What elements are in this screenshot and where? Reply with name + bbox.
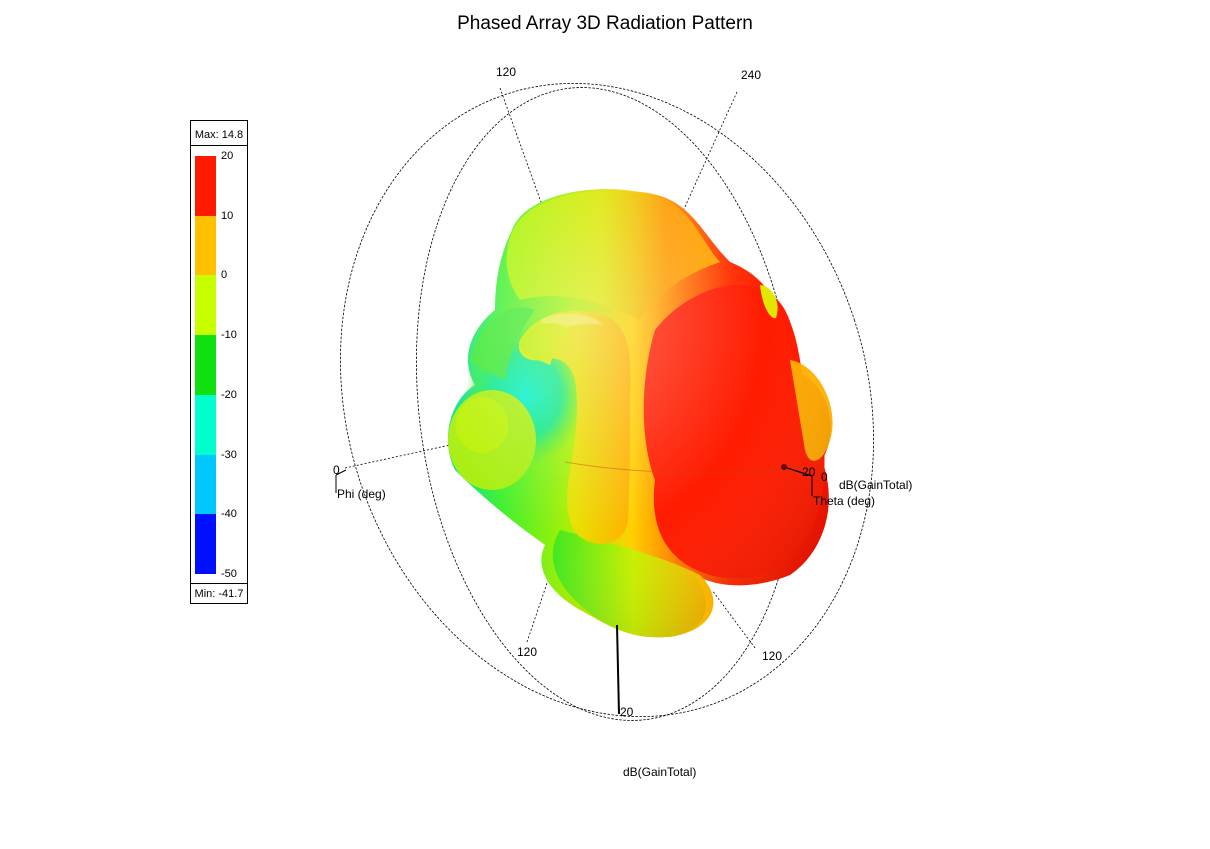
label-theta-0: 0 (821, 470, 828, 484)
gain-axis-title-bottom: dB(GainTotal) (623, 765, 696, 779)
colorbar-tick-label: 0 (221, 269, 228, 282)
colorbar-swatch (195, 335, 216, 396)
label-20-right: 20 (802, 465, 816, 479)
theta-axis-title: Theta (deg) (813, 494, 875, 508)
colorbar-swatch (195, 215, 216, 276)
gain-axis-title-right: dB(GainTotal) (839, 478, 912, 492)
label-120-bottom-right: 120 (762, 649, 782, 663)
axis-lines (335, 466, 813, 715)
colorbar-swatch (195, 514, 216, 575)
chart-title: Phased Array 3D Radiation Pattern (457, 13, 753, 34)
label-120-top: 120 (496, 65, 516, 79)
colorbar (195, 156, 216, 575)
label-20-bottom: 20 (620, 705, 634, 719)
colorbar-tick-label: -40 (221, 508, 237, 521)
colorbar-tick-label: -30 (221, 448, 237, 461)
colorbar-legend: Max: 14.8 20 10 0 -10 -20 -30 -40 -50 Min: -41.… (190, 120, 248, 604)
legend-min-label: Min: -41.7 (191, 583, 247, 604)
colorbar-swatch (195, 454, 216, 515)
colorbar-tick-label: -10 (221, 329, 237, 342)
colorbar-swatch (195, 275, 216, 336)
colorbar-tick-label: -20 (221, 388, 237, 401)
radiation-pattern-surface (447, 189, 833, 638)
label-120-bottom-left: 120 (517, 645, 537, 659)
colorbar-tick-label: 10 (221, 209, 234, 222)
axis-labels: 120 240 0 Phi (deg) 20 0 dB(GainTotal) T… (333, 65, 912, 779)
legend-max-label: Max: 14.8 (191, 125, 247, 146)
colorbar-tick-label: -50 (221, 568, 237, 580)
colorbar-tick-label: 20 (221, 150, 234, 162)
guide-circle-left (340, 82, 874, 718)
colorbar-swatch (195, 156, 216, 217)
phi-axis-title: Phi (deg) (337, 487, 386, 501)
label-240-top: 240 (741, 68, 761, 82)
origin-marker (781, 464, 787, 470)
colorbar-swatch (195, 394, 216, 456)
label-phi-0: 0 (333, 463, 340, 477)
